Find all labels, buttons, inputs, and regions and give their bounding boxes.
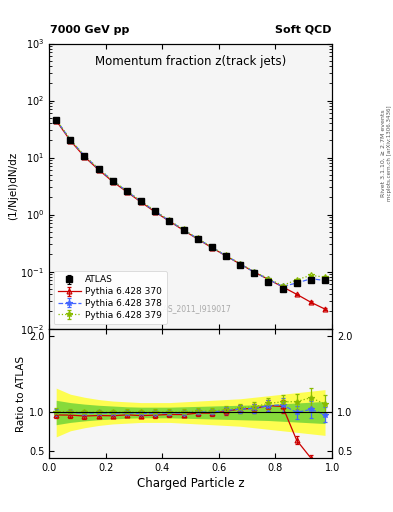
Text: Rivet 3.1.10, ≥ 2.7M events: Rivet 3.1.10, ≥ 2.7M events — [381, 110, 386, 198]
Text: ATLAS_2011_I919017: ATLAS_2011_I919017 — [150, 304, 231, 313]
Text: Momentum fraction z(track jets): Momentum fraction z(track jets) — [95, 55, 286, 68]
Text: mcplots.cern.ch [arXiv:1306.3436]: mcplots.cern.ch [arXiv:1306.3436] — [387, 106, 391, 201]
Y-axis label: (1/Njel)dN/dz: (1/Njel)dN/dz — [7, 152, 18, 220]
Text: 7000 GeV pp: 7000 GeV pp — [50, 25, 129, 35]
Y-axis label: Ratio to ATLAS: Ratio to ATLAS — [16, 355, 26, 432]
Legend: ATLAS, Pythia 6.428 370, Pythia 6.428 378, Pythia 6.428 379: ATLAS, Pythia 6.428 370, Pythia 6.428 37… — [53, 271, 167, 324]
X-axis label: Charged Particle z: Charged Particle z — [137, 477, 244, 490]
Text: Soft QCD: Soft QCD — [275, 25, 331, 35]
